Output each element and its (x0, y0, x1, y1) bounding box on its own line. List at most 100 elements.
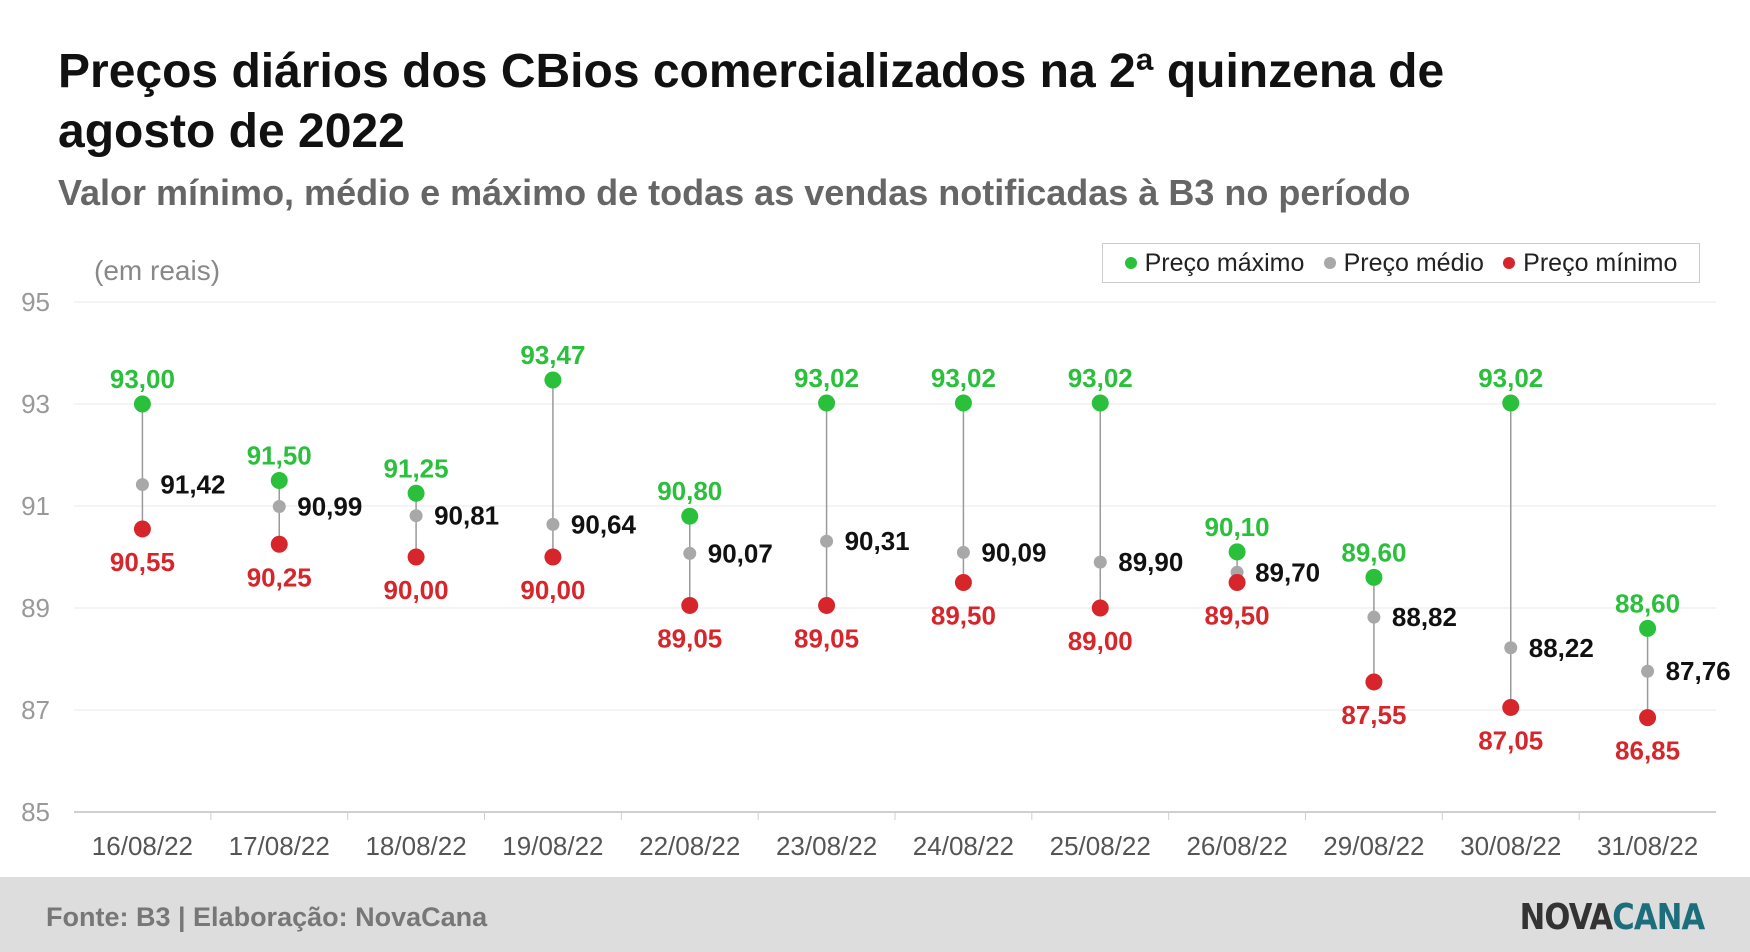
max-label-6: 93,02 (931, 363, 996, 393)
avg-point-1 (272, 500, 286, 514)
x-tick-label-4: 22/08/22 (639, 831, 740, 861)
legend-dot-max (1124, 257, 1137, 269)
y-tick-label-89: 89 (21, 593, 50, 623)
max-point-10 (1502, 394, 1520, 412)
min-point-3 (544, 548, 562, 566)
max-label-3: 93,47 (520, 340, 585, 370)
min-point-11 (1639, 709, 1657, 727)
min-label-3: 90,00 (520, 575, 585, 605)
min-point-4 (681, 596, 699, 614)
avg-label-1: 90,99 (297, 492, 362, 522)
max-label-10: 93,02 (1478, 363, 1543, 393)
legend-item-min: Preço mínimo (1503, 249, 1677, 278)
avg-label-11: 87,76 (1666, 656, 1731, 686)
legend-label-min: Preço mínimo (1523, 248, 1678, 277)
max-label-2: 91,25 (384, 453, 449, 483)
max-point-5 (818, 394, 836, 412)
avg-label-8: 89,70 (1255, 557, 1320, 587)
logo-part-2: CANA (1611, 897, 1705, 938)
y-tick-label-93: 93 (21, 389, 50, 419)
legend-item-avg: Preço médio (1323, 248, 1484, 278)
avg-point-4 (683, 546, 697, 560)
avg-label-3: 90,64 (571, 509, 637, 539)
max-point-0 (133, 395, 151, 413)
unit-label: (em reais) (94, 255, 220, 286)
legend-dot-min (1503, 257, 1516, 269)
avg-label-9: 88,82 (1392, 602, 1457, 632)
logo-part-1: NOVA (1519, 897, 1613, 938)
avg-point-0 (135, 478, 149, 492)
min-point-9 (1365, 673, 1383, 691)
avg-label-10: 88,22 (1529, 633, 1594, 663)
x-tick-label-3: 19/08/22 (502, 831, 603, 861)
avg-point-11 (1641, 664, 1655, 678)
x-tick-label-6: 24/08/22 (913, 831, 1014, 861)
min-point-0 (133, 520, 151, 538)
footer: Fonte: B3 | Elaboração: NovaCana NOVACAN… (0, 877, 1750, 952)
x-tick-label-8: 26/08/22 (1186, 831, 1287, 861)
max-label-8: 90,10 (1205, 512, 1270, 542)
min-label-0: 90,55 (110, 547, 175, 577)
avg-point-6 (956, 545, 970, 559)
min-label-11: 86,85 (1615, 736, 1680, 766)
max-label-0: 93,00 (110, 364, 175, 394)
min-point-7 (1091, 599, 1109, 617)
max-point-9 (1365, 568, 1383, 586)
connector-layer (141, 380, 1649, 718)
min-label-9: 87,55 (1341, 700, 1406, 730)
grid-layer (74, 301, 1716, 813)
novacana-logo: NOVACANA (1519, 897, 1705, 938)
max-point-3 (544, 371, 562, 389)
avg-point-5 (820, 534, 834, 548)
chart-title: Preços diários dos CBios comercializados… (58, 45, 1445, 158)
max-point-4 (681, 507, 699, 525)
avg-label-4: 90,07 (708, 538, 773, 568)
legend-label-max: Preço máximo (1144, 248, 1305, 277)
x-tick-label-10: 30/08/22 (1460, 831, 1561, 861)
y-tick-label-95: 95 (21, 287, 50, 317)
x-tick-label-7: 25/08/22 (1050, 831, 1151, 861)
source-credit: Fonte: B3 | Elaboração: NovaCana (46, 902, 488, 932)
label-layer: 93,00 91,42 90,55 91,50 90,99 90,25 91,25 90,81… (110, 340, 1731, 766)
avg-label-0: 91,42 (160, 470, 225, 500)
max-point-6 (954, 394, 972, 412)
min-point-5 (818, 596, 836, 614)
min-label-7: 89,00 (1068, 626, 1133, 656)
min-label-4: 89,05 (657, 623, 722, 653)
chart-legend: Preço máximo Preço médio Preço mínimo (1102, 243, 1700, 283)
avg-point-10 (1504, 641, 1518, 655)
max-label-11: 88,60 (1615, 588, 1680, 618)
y-tick-label-87: 87 (21, 695, 50, 725)
legend-dot-avg (1323, 257, 1336, 269)
min-label-10: 87,05 (1478, 725, 1543, 755)
min-point-8 (1228, 574, 1246, 591)
y-tick-label-91: 91 (21, 491, 50, 521)
avg-label-6: 90,09 (981, 537, 1046, 567)
min-label-1: 90,25 (247, 562, 312, 592)
x-tick-label-5: 23/08/22 (776, 831, 877, 861)
chart-subtitle: Valor mínimo, médio e máximo de todas as… (58, 172, 1411, 213)
x-tick-label-11: 31/08/22 (1597, 831, 1698, 861)
x-tick-label-1: 17/08/22 (229, 831, 330, 861)
max-label-7: 93,02 (1068, 363, 1133, 393)
avg-label-2: 90,81 (434, 501, 499, 531)
min-point-6 (954, 574, 972, 591)
max-point-11 (1639, 619, 1657, 637)
min-label-2: 90,00 (384, 575, 449, 605)
x-tick-label-2: 18/08/22 (365, 831, 466, 861)
avg-point-3 (546, 517, 560, 531)
chart-plot: (em reais) 95 93 91 89 87 85 16/08/22 17/08/22 18… (21, 255, 1731, 861)
legend-label-avg: Preço médio (1343, 248, 1484, 277)
x-tick-label-0: 16/08/22 (92, 831, 193, 861)
min-label-8: 89,50 (1205, 601, 1270, 631)
min-point-1 (270, 535, 288, 553)
min-label-5: 89,05 (794, 623, 859, 653)
x-tick-label-9: 29/08/22 (1323, 831, 1424, 861)
axis-layer: (em reais) 95 93 91 89 87 85 16/08/22 17/08/22 18… (21, 255, 1698, 861)
avg-point-2 (409, 509, 423, 523)
min-point-2 (407, 548, 425, 566)
max-point-7 (1091, 394, 1109, 412)
max-label-5: 93,02 (794, 363, 859, 393)
legend-item-max: Preço máximo (1124, 248, 1305, 278)
min-label-6: 89,50 (931, 601, 996, 631)
